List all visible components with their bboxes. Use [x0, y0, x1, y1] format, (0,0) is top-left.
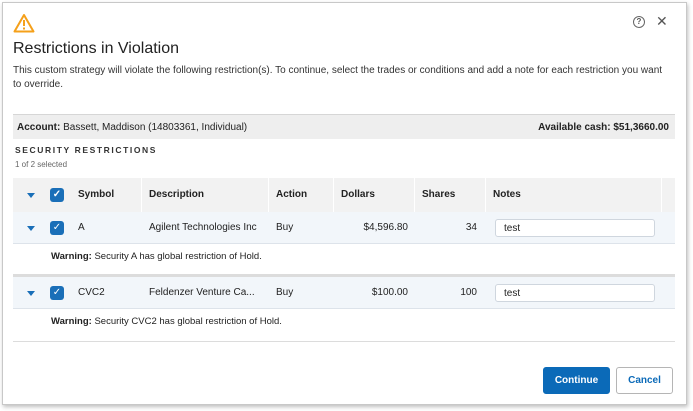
help-circle-icon[interactable]: ? [633, 16, 645, 28]
account-value: Bassett, Maddison (14803361, Individual) [63, 122, 248, 133]
available-cash: Available cash: $51,3660.00 [538, 115, 669, 140]
section-title: SECURITY RESTRICTIONS [15, 145, 158, 155]
account-bar: Account: Bassett, Maddison (14803361, In… [13, 114, 675, 139]
notes-input[interactable] [495, 284, 655, 302]
warning-label: Warning: [51, 251, 92, 262]
cash-label: Available cash: [538, 122, 611, 133]
close-icon[interactable]: ✕ [656, 13, 668, 29]
notes-input[interactable] [495, 219, 655, 237]
col-divider [141, 178, 142, 212]
select-all-checkbox[interactable]: ✓ [50, 188, 64, 202]
symbol-cell: CVC2 [78, 287, 105, 298]
warning-label: Warning: [51, 316, 92, 327]
row-checkbox[interactable]: ✓ [50, 221, 64, 235]
col-divider [485, 178, 486, 212]
continue-button[interactable]: Continue [543, 367, 610, 394]
col-divider [661, 178, 662, 212]
selection-count: 1 of 2 selected [15, 160, 68, 169]
warning-text: Security CVC2 has global restriction of … [94, 316, 282, 327]
description-cell: Agilent Technologies Inc [149, 222, 257, 233]
table-header: ✓ Symbol Description Action Dollars Shar… [13, 178, 675, 212]
col-notes[interactable]: Notes [493, 189, 521, 200]
restrictions-table: ✓ Symbol Description Action Dollars Shar… [13, 178, 675, 342]
account-label: Account: [17, 122, 61, 133]
col-dollars[interactable]: Dollars [341, 189, 375, 200]
table-row: ✓ CVC2 Feldenzer Venture Ca... Buy $100.… [13, 277, 675, 309]
expand-all-chevron-icon[interactable] [27, 193, 35, 198]
warning-row: Warning: Security CVC2 has global restri… [13, 309, 675, 342]
action-cell: Buy [276, 222, 294, 233]
symbol-cell: A [78, 222, 85, 233]
dialog-title: Restrictions in Violation [13, 40, 180, 57]
cancel-button[interactable]: Cancel [616, 367, 673, 394]
expand-chevron-icon[interactable] [27, 291, 35, 296]
warning-text: Security A has global restriction of Hol… [94, 251, 262, 262]
col-shares[interactable]: Shares [422, 189, 456, 200]
restrictions-dialog: ? ✕ Restrictions in Violation This custo… [2, 2, 687, 405]
cash-value: $51,3660.00 [613, 122, 669, 133]
table-row: ✓ A Agilent Technologies Inc Buy $4,596.… [13, 212, 675, 244]
description-cell: Feldenzer Venture Ca... [149, 287, 255, 298]
col-divider [333, 178, 334, 212]
col-divider [268, 178, 269, 212]
col-action[interactable]: Action [276, 189, 308, 200]
warning-row: Warning: Security A has global restricti… [13, 244, 675, 277]
warning-triangle-icon [13, 14, 35, 33]
col-description[interactable]: Description [149, 189, 205, 200]
dialog-description: This custom strategy will violate the fo… [13, 65, 663, 90]
shares-cell: 34 [465, 222, 477, 233]
expand-chevron-icon[interactable] [27, 226, 35, 231]
dollars-cell: $100.00 [371, 287, 408, 298]
col-divider [414, 178, 415, 212]
action-cell: Buy [276, 287, 294, 298]
shares-cell: 100 [460, 287, 477, 298]
row-checkbox[interactable]: ✓ [50, 286, 64, 300]
col-symbol[interactable]: Symbol [78, 189, 115, 200]
dollars-cell: $4,596.80 [363, 222, 409, 233]
